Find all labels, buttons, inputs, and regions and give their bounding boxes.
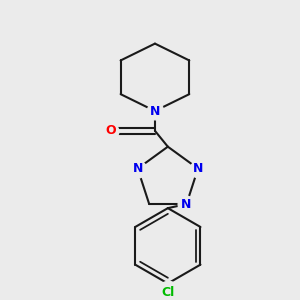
Text: O: O — [105, 124, 116, 137]
Text: Cl: Cl — [161, 286, 175, 299]
Text: N: N — [150, 104, 160, 118]
Text: N: N — [133, 162, 143, 175]
Text: N: N — [181, 198, 192, 211]
Text: N: N — [193, 162, 203, 175]
